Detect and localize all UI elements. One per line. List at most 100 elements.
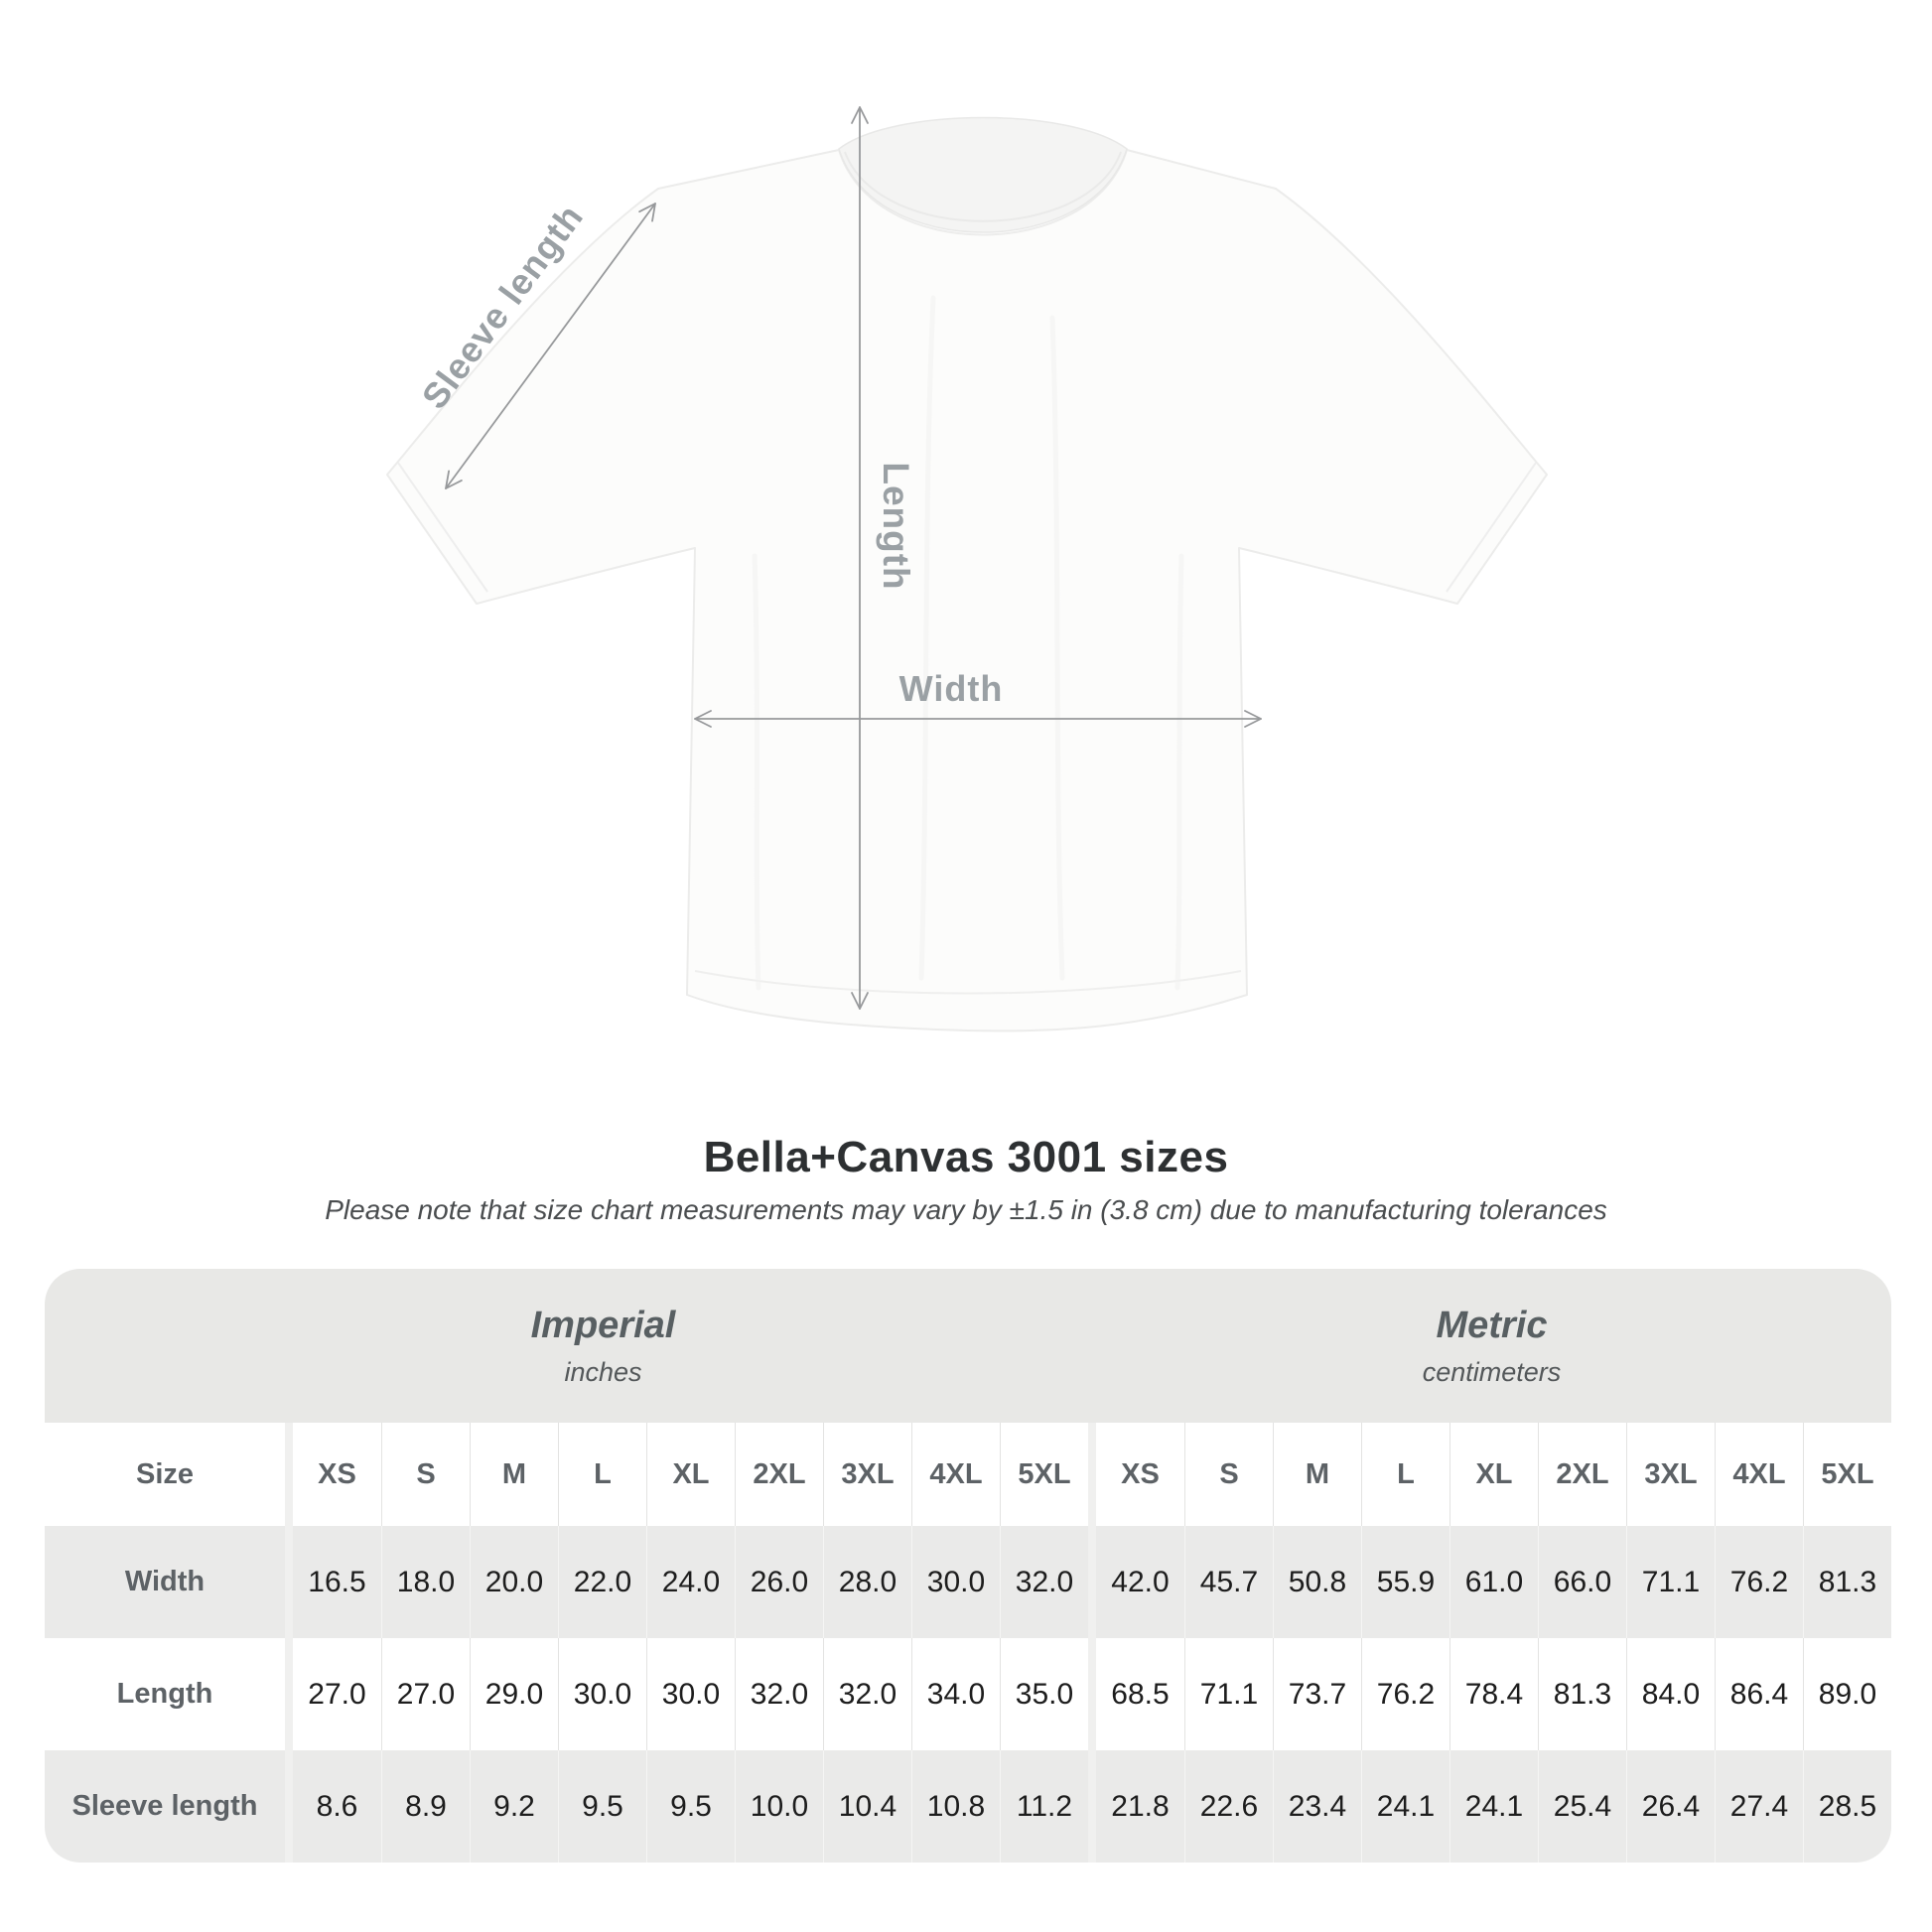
- measurement-row: Length 27.0 27.0 29.0 30.0 30.0 32.0 32.0 34.0 35…: [45, 1638, 1891, 1750]
- size-table: Imperial inches Metric centimeters Size X…: [45, 1269, 1891, 1863]
- imperial-label: Imperial: [530, 1304, 676, 1346]
- measurement-value: 24.1: [1361, 1750, 1449, 1863]
- measurement-value: 35.0: [1000, 1638, 1088, 1750]
- measurement-value: 78.4: [1449, 1638, 1538, 1750]
- imperial-unit: inches: [564, 1356, 642, 1387]
- tshirt-illustration: Sleeve length Length Width: [386, 106, 1548, 1033]
- measurement-value: 10.0: [735, 1750, 823, 1863]
- measurement-value: 34.0: [911, 1638, 1000, 1750]
- width-arrow: [694, 710, 1262, 728]
- measurement-value: 10.4: [823, 1750, 911, 1863]
- measurement-row: Width 16.5 18.0 20.0 22.0 24.0 26.0 28.0 30.0 32.…: [45, 1526, 1891, 1638]
- measurement-value: 9.5: [646, 1750, 735, 1863]
- section-divider: [1088, 1526, 1096, 1638]
- measurement-value: 81.3: [1803, 1526, 1891, 1638]
- length-label: Length: [876, 462, 916, 590]
- section-divider: [285, 1423, 293, 1526]
- measurement-value: 61.0: [1449, 1526, 1538, 1638]
- measurement-value: 66.0: [1538, 1526, 1626, 1638]
- measurement-value: 9.2: [470, 1750, 558, 1863]
- imperial-section-header: Imperial inches: [45, 1269, 1092, 1423]
- measurement-value: 20.0: [470, 1526, 558, 1638]
- measurement-value: 68.5: [1111, 1677, 1170, 1711]
- size-column-header: M: [1273, 1423, 1361, 1526]
- size-column-header: M: [470, 1423, 558, 1526]
- unit-header-band: Imperial inches Metric centimeters: [45, 1269, 1891, 1423]
- measurement-value: 21.8: [1111, 1789, 1170, 1823]
- measurement-value: 86.4: [1715, 1638, 1803, 1750]
- size-column-header: S: [1184, 1423, 1273, 1526]
- measurement-value: 71.1: [1626, 1526, 1715, 1638]
- measurement-value: 50.8: [1273, 1526, 1361, 1638]
- measurement-value: 27.4: [1715, 1750, 1803, 1863]
- length-arrow: [851, 106, 869, 1010]
- measurement-value: 8.6: [316, 1789, 358, 1823]
- size-column-header: 2XL: [735, 1423, 823, 1526]
- measurement-value: 42.0: [1111, 1565, 1170, 1598]
- size-column-header: 5XL: [1803, 1423, 1891, 1526]
- measurement-value: 25.4: [1538, 1750, 1626, 1863]
- measurement-value: 27.0: [308, 1677, 366, 1711]
- measurement-value: 27.0: [381, 1638, 470, 1750]
- measurement-value: 30.0: [558, 1638, 646, 1750]
- size-column-header: XS: [1121, 1457, 1160, 1490]
- size-column-header: 3XL: [1626, 1423, 1715, 1526]
- section-divider: [1088, 1423, 1096, 1526]
- measurement-value: 55.9: [1361, 1526, 1449, 1638]
- measurement-value: 84.0: [1626, 1638, 1715, 1750]
- measurement-value: 24.1: [1449, 1750, 1538, 1863]
- measurement-value: 71.1: [1184, 1638, 1273, 1750]
- section-divider: [1088, 1750, 1096, 1863]
- measurement-value: 28.5: [1803, 1750, 1891, 1863]
- row-label: Length: [116, 1678, 213, 1710]
- measurement-value: 73.7: [1273, 1638, 1361, 1750]
- measurement-row: Sleeve length 8.6 8.9 9.2 9.5 9.5 10.0 10.4 10.8…: [45, 1750, 1891, 1863]
- measurement-value: 22.6: [1184, 1750, 1273, 1863]
- measurement-value: 32.0: [823, 1638, 911, 1750]
- measurement-value: 89.0: [1803, 1638, 1891, 1750]
- measurement-value: 11.2: [1000, 1750, 1088, 1863]
- row-label: Sleeve length: [71, 1790, 258, 1822]
- size-column-header: 4XL: [911, 1423, 1000, 1526]
- measurement-value: 32.0: [735, 1638, 823, 1750]
- measurement-value: 8.9: [381, 1750, 470, 1863]
- measurement-value: 16.5: [308, 1565, 366, 1598]
- measurement-value: 45.7: [1184, 1526, 1273, 1638]
- size-row-label: Size: [135, 1457, 195, 1490]
- size-column-header: XL: [1449, 1423, 1538, 1526]
- measurement-value: 30.0: [646, 1638, 735, 1750]
- tshirt-body: [386, 116, 1548, 1033]
- size-column-header: L: [558, 1423, 646, 1526]
- table-body: Size XS S M L XL 2XL 3XL 4XL 5XL XS S M L XL 2XL 3XL 4XL 5…: [45, 1423, 1891, 1863]
- row-label: Width: [124, 1566, 206, 1597]
- size-header-row: Size XS S M L XL 2XL 3XL 4XL 5XL XS S M L XL 2XL 3XL 4XL 5…: [45, 1423, 1891, 1526]
- measurement-value: 32.0: [1000, 1526, 1088, 1638]
- measurement-value: 81.3: [1538, 1638, 1626, 1750]
- measurement-value: 26.0: [735, 1526, 823, 1638]
- size-column-header: 3XL: [823, 1423, 911, 1526]
- measurement-value: 26.4: [1626, 1750, 1715, 1863]
- measurement-value: 9.5: [558, 1750, 646, 1863]
- measurement-value: 18.0: [381, 1526, 470, 1638]
- measurement-value: 76.2: [1361, 1638, 1449, 1750]
- size-column-header: 4XL: [1715, 1423, 1803, 1526]
- sleeve-length-arrow: [445, 203, 656, 489]
- metric-section-header: Metric centimeters: [1092, 1269, 1891, 1423]
- size-column-header: S: [381, 1423, 470, 1526]
- measurement-value: 30.0: [911, 1526, 1000, 1638]
- metric-unit: centimeters: [1422, 1356, 1562, 1387]
- page-title: Bella+Canvas 3001 sizes: [703, 1133, 1229, 1181]
- size-column-header: 2XL: [1538, 1423, 1626, 1526]
- measurement-value: 23.4: [1273, 1750, 1361, 1863]
- size-column-header: 5XL: [1000, 1423, 1088, 1526]
- metric-label: Metric: [1436, 1304, 1548, 1346]
- tolerance-note: Please note that size chart measurements…: [325, 1194, 1607, 1225]
- measurement-value: 24.0: [646, 1526, 735, 1638]
- section-divider: [285, 1638, 293, 1750]
- measurement-value: 22.0: [558, 1526, 646, 1638]
- collar: [838, 116, 1128, 233]
- size-column-header: XS: [318, 1457, 356, 1490]
- measurement-value: 28.0: [823, 1526, 911, 1638]
- section-divider: [285, 1526, 293, 1638]
- measurement-value: 10.8: [911, 1750, 1000, 1863]
